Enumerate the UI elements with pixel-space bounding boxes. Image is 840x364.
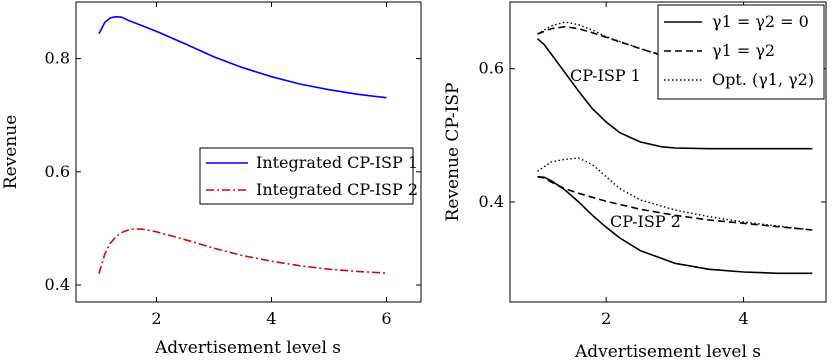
right-y-tick-label: 0.4	[479, 192, 504, 211]
left-y-tick-label: 0.6	[45, 162, 70, 181]
right-legend: γ1 = γ2 = 0 γ1 = γ2 Opt. (γ1, γ2)	[657, 4, 825, 100]
right-x-axis-label: Advertisement level s	[574, 342, 761, 362]
right-series	[536, 21, 813, 275]
right-legend-label-equal: γ1 = γ2	[712, 41, 775, 60]
left-ticks: 2 4 6 0.4 0.6 0.8	[45, 2, 421, 328]
left-x-tick-label: 6	[381, 309, 391, 328]
left-series-line-0	[98, 15, 387, 99]
right-series-line-5	[537, 157, 813, 231]
left-legend-label-cp-isp-1: Integrated CP-ISP 1	[256, 153, 418, 172]
left-legend: Integrated CP-ISP 1 Integrated CP-ISP 2	[199, 147, 418, 205]
right-chart: 2 4 0.4 0.6 CP-ISP 1 CP-ISP 2 Advertisement…	[443, 1, 827, 362]
right-series-line-2	[537, 21, 813, 84]
left-y-tick-label: 0.4	[45, 275, 70, 294]
left-y-axis-label: Revenue	[1, 115, 21, 189]
right-y-tick-label: 0.6	[479, 59, 504, 78]
right-plot-frame	[509, 1, 827, 303]
left-plot-frame	[75, 1, 422, 303]
left-legend-label-cp-isp-2: Integrated CP-ISP 2	[256, 180, 418, 199]
right-x-tick-label: 2	[601, 309, 611, 328]
left-x-tick-label: 2	[151, 309, 161, 328]
left-x-axis-label: Advertisement level s	[154, 338, 341, 358]
left-series	[98, 15, 387, 274]
left-legend-box	[199, 147, 414, 205]
right-x-tick-label: 4	[738, 309, 748, 328]
left-y-tick-label: 0.8	[45, 49, 70, 68]
left-series-line-1	[98, 228, 387, 274]
annotation-cp-isp-1: CP-ISP 1	[570, 66, 641, 85]
left-x-tick-label: 4	[266, 309, 276, 328]
right-y-axis-label: Revenue CP-ISP	[443, 83, 463, 222]
annotation-cp-isp-2: CP-ISP 2	[610, 212, 681, 231]
right-series-line-4	[537, 175, 813, 231]
right-legend-box	[657, 4, 825, 100]
right-legend-label-opt: Opt. (γ1, γ2)	[712, 70, 814, 89]
right-ticks: 2 4 0.4 0.6	[479, 2, 826, 328]
right-legend-label-zero: γ1 = γ2 = 0	[712, 12, 809, 31]
left-chart: 2 4 6 0.4 0.6 0.8 Advertisement level s Reven…	[1, 1, 422, 358]
right-series-line-0	[536, 38, 813, 150]
